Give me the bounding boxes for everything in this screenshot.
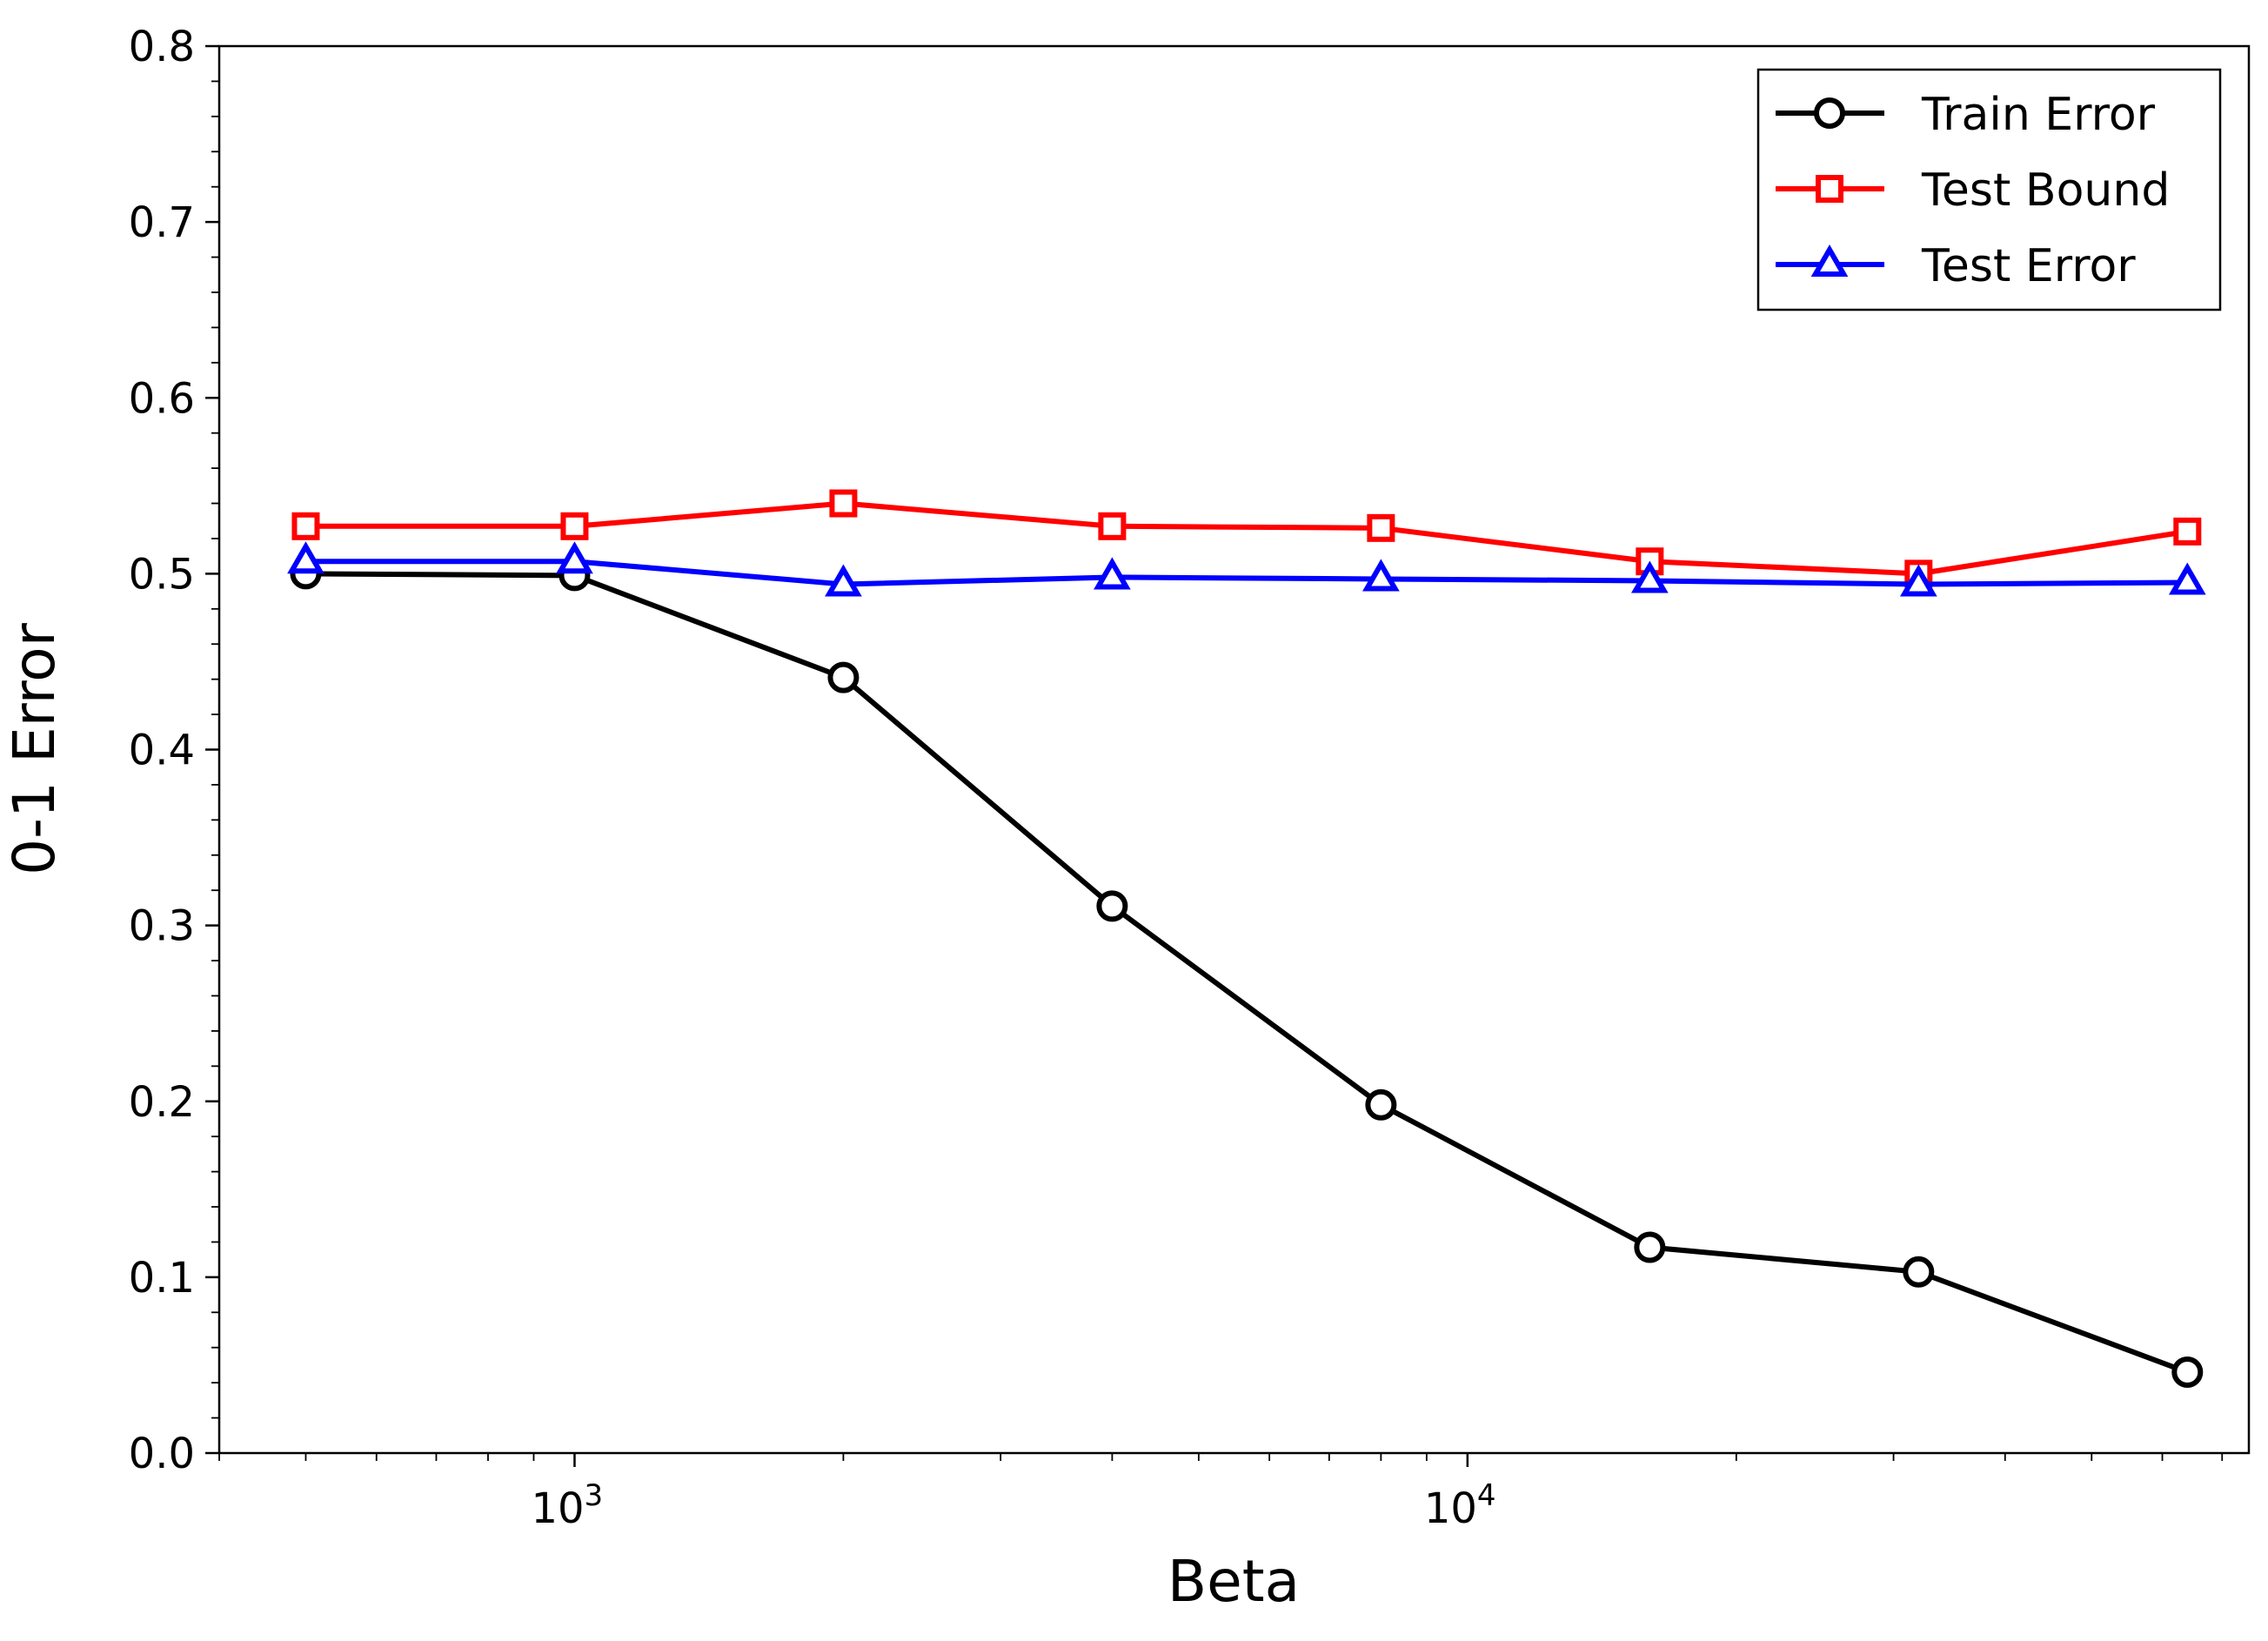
y-tick-label: 0.7 xyxy=(129,198,195,247)
data-point xyxy=(287,541,324,574)
series-line xyxy=(305,571,2189,1375)
data-point xyxy=(825,564,862,597)
legend-entry: Test Bound xyxy=(1776,164,2170,217)
data-point xyxy=(2173,517,2202,546)
data-point xyxy=(1367,513,1395,542)
data-point xyxy=(1631,560,1669,593)
legend-entry: Train Error xyxy=(1776,89,2156,141)
y-axis-ticks: 0.0 0.1 0.2 0.3 0.4 0.5 0.6 0.7 0.8 xyxy=(129,23,219,1478)
legend-label: Train Error xyxy=(1921,89,2156,141)
series-line xyxy=(305,559,2188,587)
y-tick-label: 0.6 xyxy=(129,374,195,423)
y-tick-label: 0.8 xyxy=(129,23,195,71)
y-tick-label: 0.0 xyxy=(129,1430,195,1478)
data-point xyxy=(1634,1231,1666,1263)
data-point xyxy=(291,512,320,540)
data-point xyxy=(827,661,860,693)
data-point xyxy=(1362,559,1400,592)
legend: Train Error Test Bound Test Error xyxy=(1756,68,2222,311)
data-point xyxy=(1098,512,1127,540)
legend-label: Test Error xyxy=(1921,240,2136,292)
legend-marker xyxy=(1814,97,1845,129)
y-tick-label: 0.3 xyxy=(129,902,195,951)
data-point xyxy=(829,489,858,518)
data-point xyxy=(556,541,593,574)
data-point xyxy=(1096,890,1128,922)
legend-label: Test Bound xyxy=(1921,164,2170,217)
legend-entry: Test Error xyxy=(1776,240,2136,292)
data-point xyxy=(560,512,589,540)
x-axis-label: Beta xyxy=(1167,1548,1300,1615)
series-test-error xyxy=(287,541,2206,597)
data-point xyxy=(2171,1356,2204,1389)
data-point xyxy=(1365,1088,1397,1121)
data-point xyxy=(1903,1256,1935,1288)
legend-marker xyxy=(1810,244,1849,278)
data-point xyxy=(2168,562,2206,595)
y-axis-label: 0-1 Error xyxy=(1,622,68,875)
data-point xyxy=(1094,557,1131,590)
y-tick-label: 0.5 xyxy=(129,550,195,599)
legend-marker xyxy=(1816,175,1843,203)
plot-area xyxy=(287,489,2206,1389)
series-test-bound xyxy=(291,489,2202,588)
y-tick-label: 0.4 xyxy=(129,727,195,775)
y-tick-label: 0.2 xyxy=(129,1078,195,1127)
y-tick-label: 0.1 xyxy=(129,1254,195,1303)
series-line xyxy=(305,500,2188,577)
series-train-error xyxy=(290,558,2204,1389)
data-point xyxy=(1899,564,1937,597)
